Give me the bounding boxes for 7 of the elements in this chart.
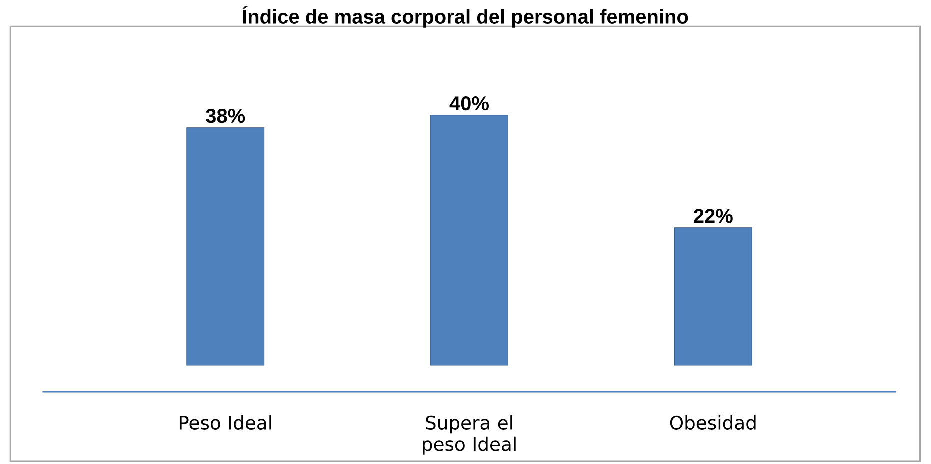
x-tick-label: Obesidad — [670, 415, 756, 430]
x-tick-label: Supera el peso Ideal — [423, 415, 516, 455]
data-label: 38% — [206, 108, 246, 124]
data-label: 40% — [450, 96, 489, 111]
x-tick-label: Peso Ideal — [180, 415, 272, 430]
chart-title: Índice de masa corporal del personal femenino — [243, 6, 688, 28]
data-label: 22% — [694, 208, 733, 224]
